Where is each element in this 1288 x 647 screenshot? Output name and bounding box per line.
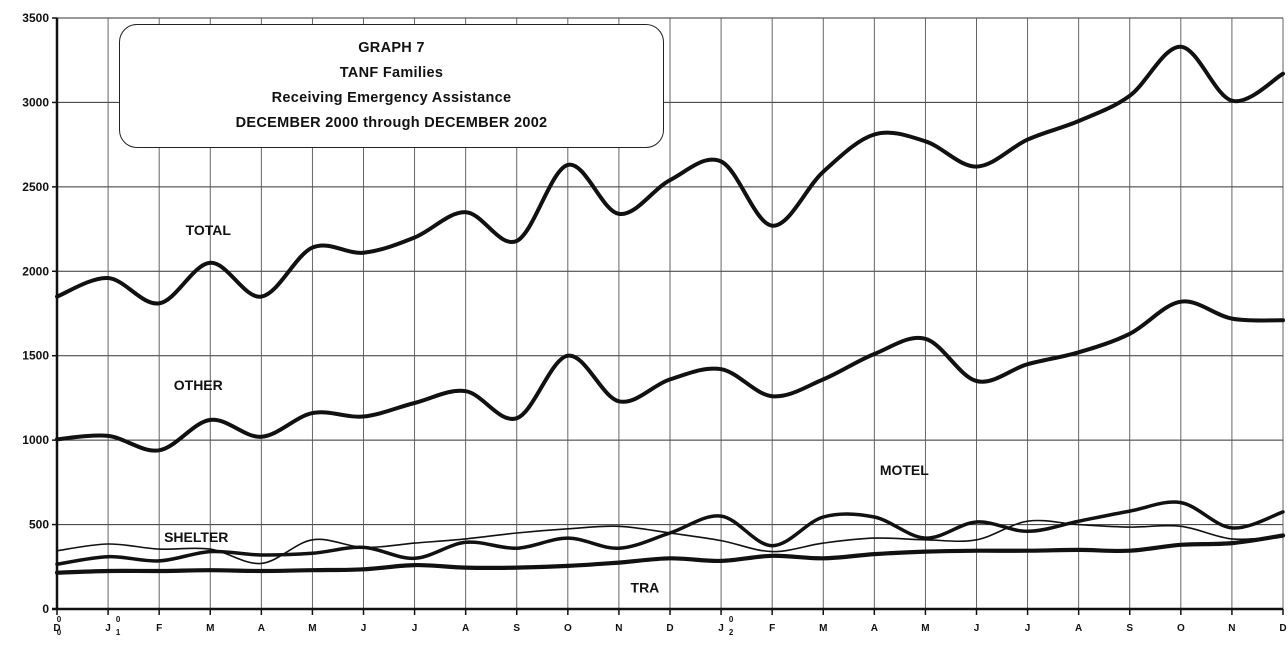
x-tick-label: J — [105, 623, 111, 634]
x-tick-label: D — [666, 623, 673, 634]
x-year-mark: 0 — [729, 615, 734, 624]
x-tick-label: M — [308, 623, 316, 634]
x-tick-label: F — [769, 623, 775, 634]
y-tick-label: 2500 — [22, 180, 49, 194]
y-tick-label: 1000 — [22, 433, 49, 447]
x-tick-label: N — [1228, 623, 1235, 634]
x-tick-label: O — [1177, 623, 1185, 634]
series-label-other: OTHER — [174, 377, 223, 393]
chart-title-line-3: Receiving Emergency Assistance — [271, 90, 512, 106]
x-tick-label: A — [1075, 623, 1082, 634]
x-tick-label: A — [871, 623, 878, 634]
x-tick-label: M — [819, 623, 827, 634]
series-label-motel: MOTEL — [880, 462, 929, 478]
chart-title-line-1: GRAPH 7 — [358, 40, 425, 56]
y-tick-label: 1500 — [22, 349, 49, 363]
x-tick-label: J — [974, 623, 980, 634]
x-tick-label: A — [462, 623, 469, 634]
x-year-mark: 0 — [116, 615, 121, 624]
x-tick-label: J — [361, 623, 367, 634]
x-tick-label: M — [206, 623, 214, 634]
x-tick-label: J — [412, 623, 418, 634]
axes — [52, 17, 1284, 615]
x-year-mark: 1 — [116, 628, 121, 637]
series-line-shelter — [56, 519, 1284, 565]
x-year-mark: 0 — [57, 615, 62, 624]
x-tick-label: M — [921, 623, 929, 634]
chart-title-line-4: DECEMBER 2000 through DECEMBER 2002 — [235, 115, 548, 131]
x-tick-label: J — [718, 623, 724, 634]
series-lines — [54, 44, 1286, 575]
x-tick-label: O — [564, 623, 572, 634]
x-tick-label: S — [1126, 623, 1133, 634]
series-line-total — [55, 44, 1285, 306]
x-tick-label: S — [513, 623, 520, 634]
chart-title-line-2: TANF Families — [339, 65, 444, 81]
x-tick-label: F — [156, 623, 162, 634]
x-tick-label: J — [1025, 623, 1031, 634]
series-label-tra: TRA — [631, 580, 660, 596]
series-line-other — [55, 299, 1285, 453]
y-tick-label: 500 — [29, 518, 49, 532]
x-year-mark: 0 — [57, 628, 62, 637]
y-tick-label: 3500 — [22, 11, 49, 25]
series-label-shelter: SHELTER — [164, 529, 228, 545]
y-tick-label: 3000 — [22, 95, 49, 109]
y-tick-label: 0 — [42, 602, 49, 616]
x-tick-label: D — [1279, 623, 1286, 634]
y-tick-label: 2000 — [22, 264, 49, 278]
series-labels: TOTAL OTHER MOTEL SHELTER TRA — [164, 222, 929, 596]
x-tick-label: A — [258, 623, 265, 634]
series-line-tra — [54, 533, 1286, 575]
x-tick-label: D — [53, 623, 60, 634]
series-label-total: TOTAL — [186, 222, 232, 238]
chart-title-box: GRAPH 7 TANF Families Receiving Emergenc… — [119, 24, 664, 148]
x-year-mark: 2 — [729, 628, 734, 637]
x-tick-label: N — [615, 623, 622, 634]
